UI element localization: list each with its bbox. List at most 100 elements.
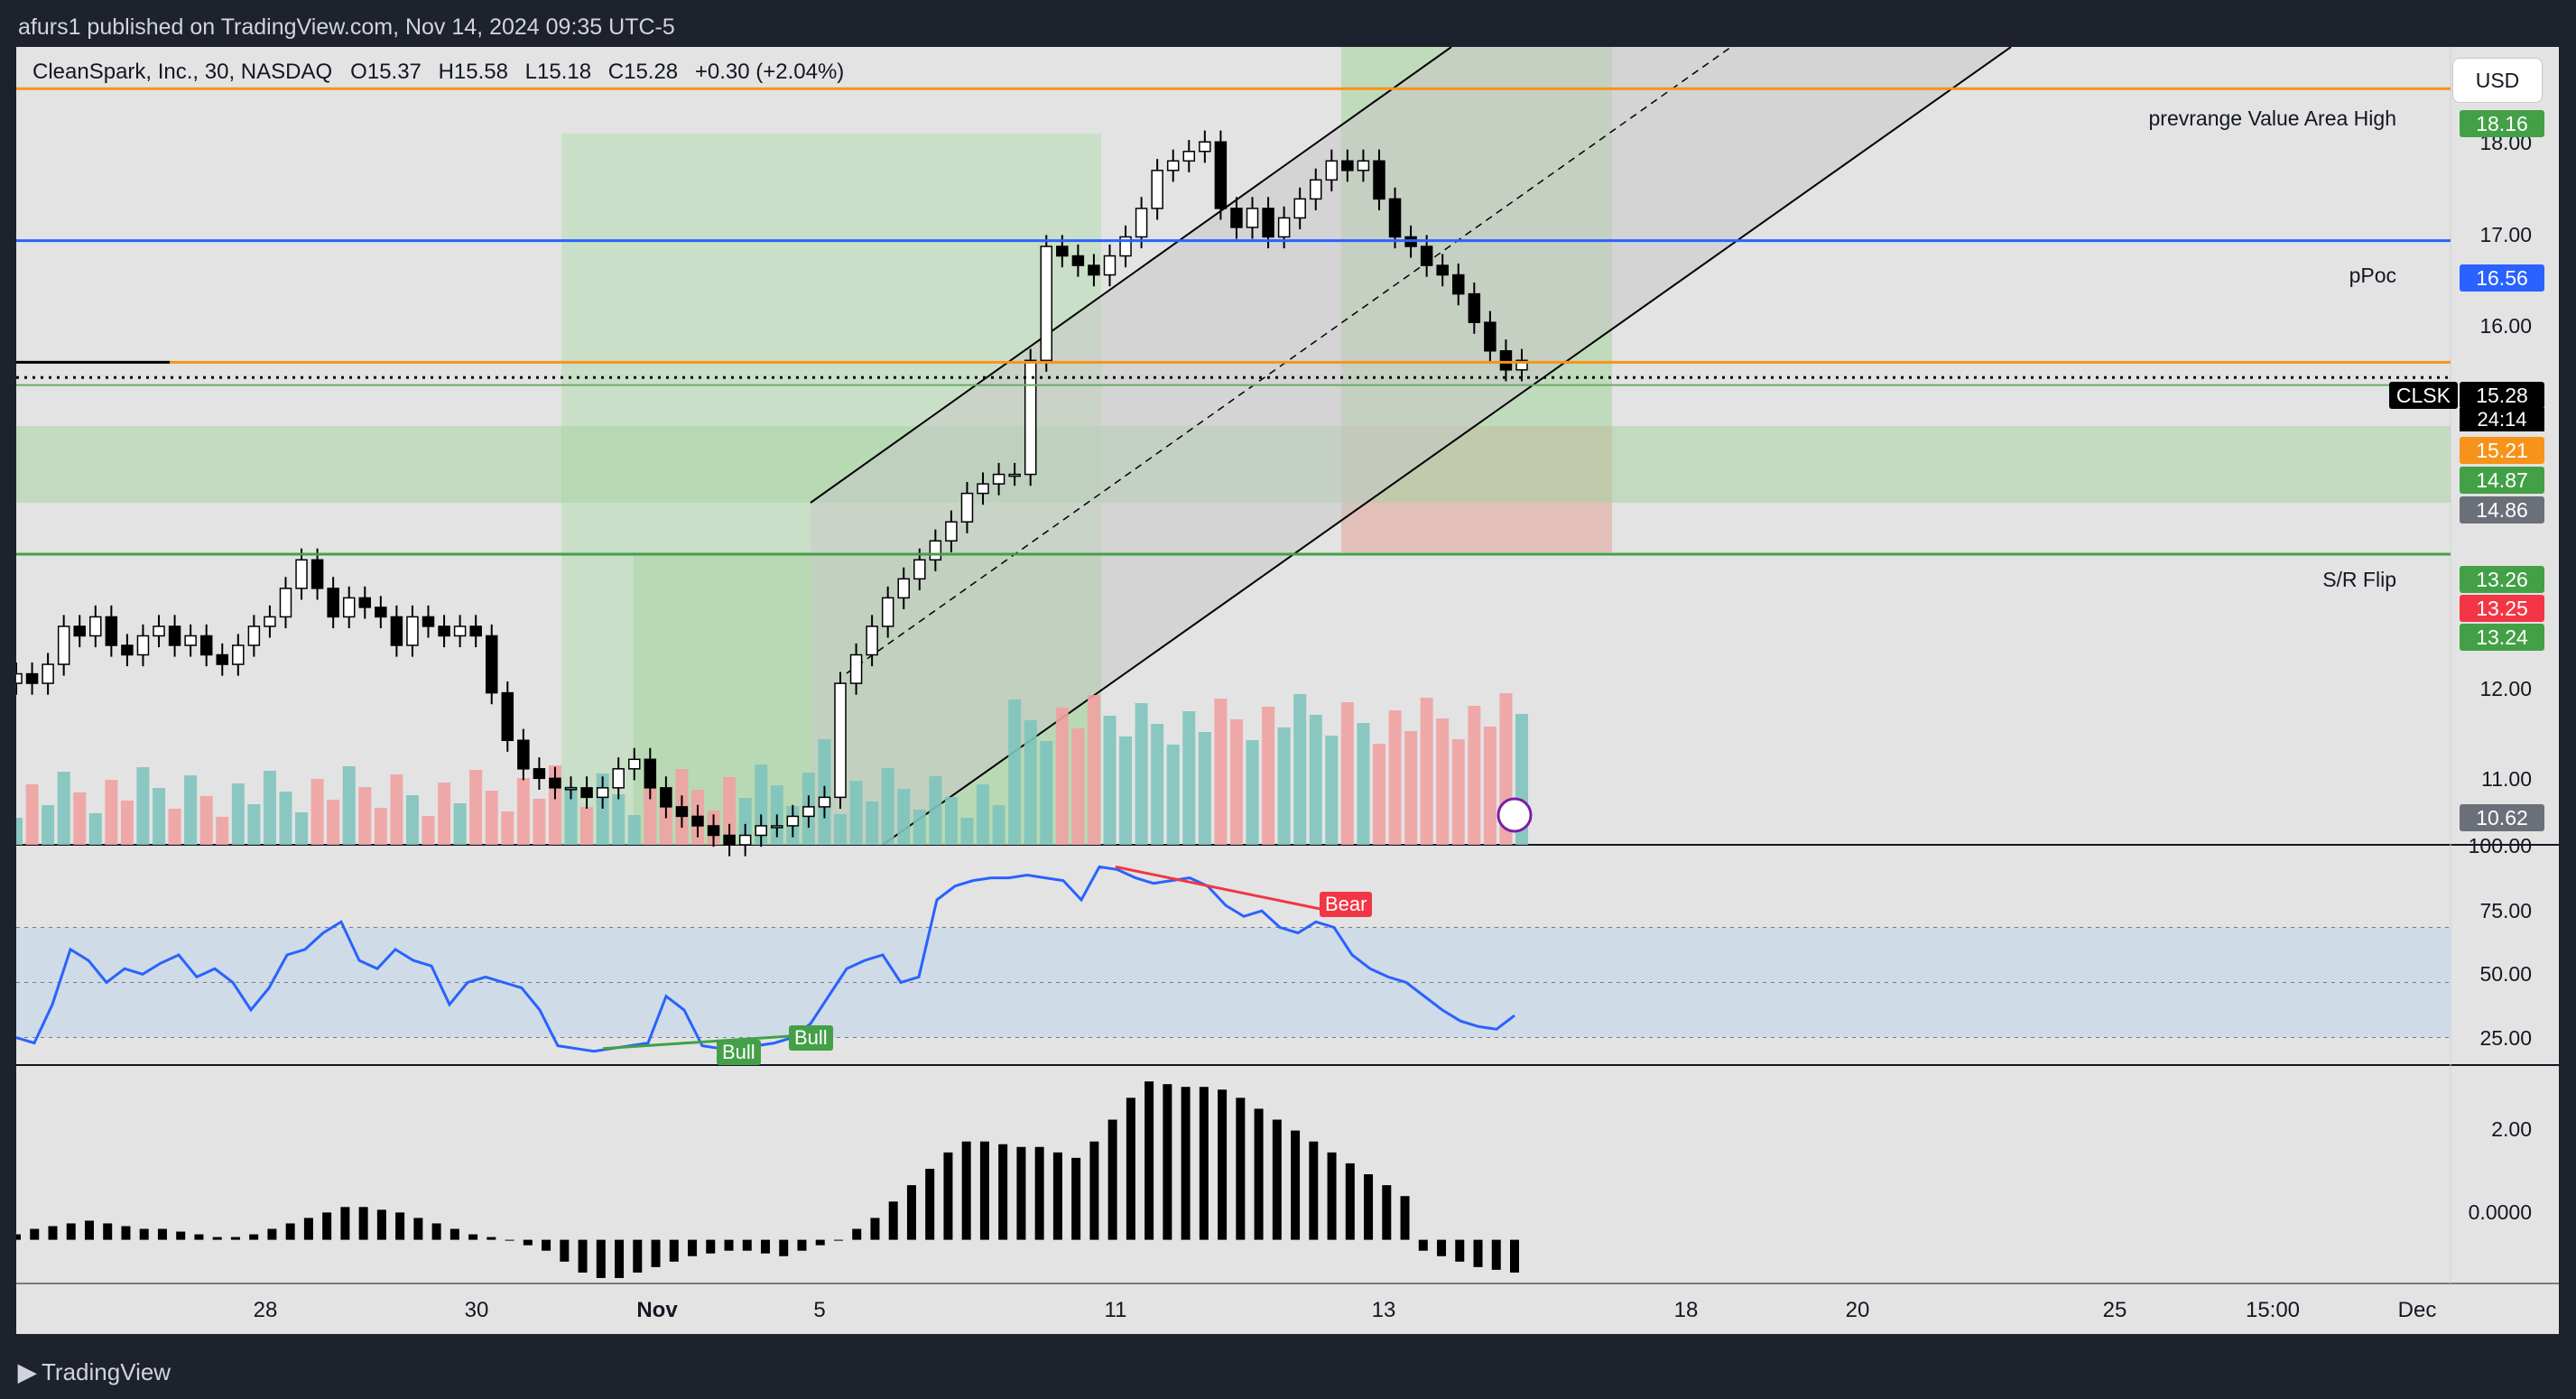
candle-body [42, 663, 54, 684]
oscillator-bar [1510, 1239, 1519, 1273]
candle-body [1056, 246, 1069, 257]
oscillator-bar [542, 1239, 551, 1251]
candle-body [1262, 208, 1274, 238]
candle-body [1341, 160, 1354, 171]
candle-body [89, 616, 102, 637]
oscillator-bar [1181, 1087, 1191, 1240]
candle-body [216, 653, 229, 665]
volume-bar [105, 780, 118, 845]
chart-frame[interactable]: CleanSpark, Inc., 30, NASDAQ O15.37 H15.… [16, 47, 2559, 1334]
oscillator-bar [1345, 1163, 1355, 1240]
tradingview-logo-text: TradingView [42, 1358, 171, 1385]
oscillator-bar [468, 1234, 478, 1240]
oscillator-bar [1364, 1174, 1374, 1240]
candle-body [1452, 273, 1465, 295]
candle-body [1071, 255, 1085, 266]
volume-bar [1166, 745, 1180, 845]
candle-body [1199, 141, 1211, 153]
candle-body [1293, 198, 1306, 219]
sr-flip-label: S/R Flip [2322, 568, 2396, 591]
tradingview-logo[interactable]: ▶ TradingView [18, 1354, 171, 1390]
oscillator-bar [1163, 1084, 1172, 1240]
oscillator-bar [578, 1239, 588, 1273]
oscillator-bar [322, 1212, 332, 1240]
xtick-13: 13 [1371, 1298, 1396, 1322]
volume-bar [73, 792, 87, 845]
xtick-18: 18 [1673, 1298, 1699, 1322]
candle-body [1166, 160, 1180, 171]
volume-bar [1436, 718, 1450, 845]
candle-body [771, 825, 783, 829]
candle-body [168, 625, 181, 646]
symbol-line: CleanSpark, Inc., 30, NASDAQ [32, 60, 333, 84]
grey-level-tag: 14.86 [2460, 496, 2544, 523]
chart-canvas[interactable] [16, 47, 2559, 1334]
volume-bar [1404, 731, 1418, 845]
oscillator-bar [651, 1239, 661, 1267]
oscillator-bar [505, 1239, 514, 1241]
volume-bar [358, 787, 372, 845]
sr-tag-red: 13.25 [2460, 595, 2544, 622]
volume-bar [1119, 737, 1133, 845]
oscillator-bar [852, 1228, 862, 1240]
candle-body [485, 635, 498, 694]
oscillator-bar [1016, 1146, 1026, 1240]
candle-body [199, 635, 213, 656]
bull-divergence-line [602, 1033, 811, 1051]
volume-bar [1293, 694, 1307, 845]
candle-body [1388, 198, 1402, 238]
oscillator-bar [998, 1144, 1008, 1240]
volume-bar [25, 784, 39, 845]
orange-level-tag: 15.21 [2460, 437, 2544, 464]
candle-body [1008, 473, 1021, 477]
oscillator-bar [742, 1239, 752, 1251]
volume-bar [1071, 728, 1085, 845]
oscillator-bar [157, 1228, 167, 1240]
volume-bar [168, 809, 181, 845]
oscillator-bar [48, 1226, 58, 1240]
green-level-tag: 14.87 [2460, 467, 2544, 494]
close-key: C [607, 60, 625, 84]
volume-bar [834, 814, 848, 845]
candle-body [310, 559, 324, 589]
oscillator-bar [358, 1207, 368, 1240]
volume-bar [1198, 732, 1211, 845]
volume-bar [279, 792, 292, 845]
oscillator-bar [16, 1234, 21, 1240]
volume-bar [580, 807, 594, 845]
oscillator-bar [267, 1228, 277, 1240]
candle-body [136, 635, 150, 656]
volume-bar [136, 767, 150, 845]
volume-bar [342, 766, 356, 845]
volume-bar [1309, 715, 1322, 845]
candle-body [1515, 359, 1528, 371]
candle-body [375, 607, 387, 618]
xtick-nov: Nov [636, 1298, 678, 1322]
volume-bar [327, 800, 340, 845]
volume-bar [438, 783, 451, 845]
oscillator-bar [688, 1239, 698, 1256]
volume-bar [1372, 744, 1385, 845]
osc-ytick-0: 0.0000 [2468, 1200, 2532, 1224]
candle-body [580, 787, 593, 799]
candle-body [1468, 292, 1481, 323]
oscillator-bar [943, 1152, 953, 1240]
candle-body [929, 540, 942, 561]
replay-marker-icon [1496, 797, 1533, 833]
candle-body [73, 625, 86, 637]
currency-button[interactable]: USD [2452, 58, 2543, 103]
rsi-ytick-50: 50.00 [2479, 962, 2532, 986]
candle-body [57, 625, 70, 665]
candle-body [738, 834, 752, 846]
bear-divergence-line [1115, 865, 1344, 915]
volume-bar [310, 779, 324, 845]
oscillator-bar [1144, 1081, 1154, 1240]
ytick-11: 11.00 [2481, 767, 2532, 791]
candle-body [1088, 264, 1100, 276]
candle-body [1103, 255, 1117, 276]
oscillator-bar [1327, 1152, 1337, 1240]
candle-body [977, 483, 989, 495]
candle-body [390, 616, 403, 646]
oscillator-bar [1199, 1087, 1209, 1240]
candle-body [707, 825, 720, 837]
